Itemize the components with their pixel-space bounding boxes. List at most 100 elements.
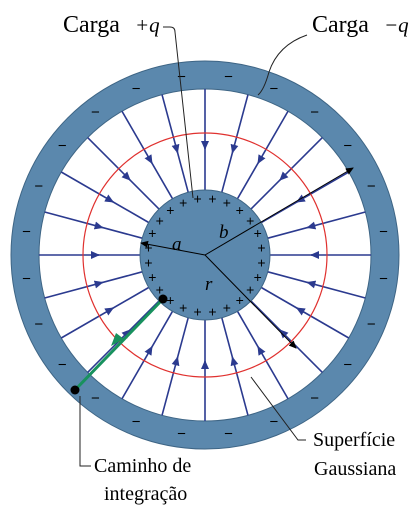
field-line-arrow xyxy=(257,154,266,165)
integration-path xyxy=(73,297,165,392)
outer-conductor xyxy=(11,61,399,449)
field-line-arrow xyxy=(144,345,153,356)
field-line xyxy=(267,211,366,239)
path-leader xyxy=(79,396,91,467)
radius-b-label: b xyxy=(219,222,229,243)
plus-charge: + xyxy=(236,292,244,308)
plus-charge: + xyxy=(254,269,262,285)
field-line xyxy=(44,271,143,299)
field-line xyxy=(87,300,160,373)
field-line xyxy=(221,94,249,193)
field-line xyxy=(221,317,249,416)
gaussian-leader xyxy=(250,376,306,441)
minus-charge: − xyxy=(343,357,352,374)
field-lines xyxy=(39,89,371,421)
plus-charge: + xyxy=(193,190,201,206)
minus-charge: − xyxy=(132,81,141,98)
charge-pos-symbol: +q xyxy=(135,13,160,37)
minus-charge: − xyxy=(22,270,31,287)
plus-charge: + xyxy=(257,240,265,256)
path-start-dot xyxy=(158,294,168,304)
field-line-arrow xyxy=(257,345,266,356)
field-line-arrow xyxy=(279,171,289,181)
field-line xyxy=(121,310,174,400)
minus-charge: − xyxy=(22,224,31,241)
field-line xyxy=(236,310,289,400)
field-line-arrow xyxy=(295,307,306,316)
field-line xyxy=(44,211,143,239)
field-line-arrow xyxy=(230,356,239,367)
field-line xyxy=(260,171,350,224)
plus-charge: + xyxy=(246,212,254,228)
field-line xyxy=(267,271,366,299)
gaussian-label-line1: Superfície xyxy=(313,429,395,451)
plus-charge: + xyxy=(257,254,265,270)
minus-charge: − xyxy=(270,81,279,98)
minus-charge: − xyxy=(91,104,100,121)
plus-charge: + xyxy=(246,282,254,298)
field-line xyxy=(121,110,174,200)
field-line-arrow xyxy=(104,307,115,316)
minus-charge: − xyxy=(310,104,319,121)
plus-charge: + xyxy=(148,269,156,285)
gaussian-surface xyxy=(82,132,328,378)
outer-conductor-outer-edge xyxy=(10,60,400,450)
plus-charge: + xyxy=(156,212,164,228)
minus-charge: − xyxy=(310,390,319,407)
field-line xyxy=(60,171,150,224)
plus-charge: + xyxy=(223,300,231,316)
field-line-arrow xyxy=(306,221,317,230)
field-line xyxy=(87,137,160,210)
field-line xyxy=(250,300,323,373)
field-line-arrow xyxy=(121,171,131,181)
field-line-arrow xyxy=(171,356,180,367)
plus-charge: + xyxy=(166,202,174,218)
gaussian-label-line2: Gaussiana xyxy=(314,458,396,480)
plus-charge: + xyxy=(144,254,152,270)
minus-charge: − xyxy=(379,224,388,241)
field-line-arrow xyxy=(306,280,317,289)
minus-charge: − xyxy=(343,137,352,154)
radius-r-label: r xyxy=(205,274,213,295)
plus-charge: + xyxy=(193,304,201,320)
plus-charge: + xyxy=(179,194,187,210)
field-line-arrow xyxy=(93,280,104,289)
minus-charge: − xyxy=(367,178,376,195)
minus-charge: − xyxy=(379,270,388,287)
field-line-arrow xyxy=(104,194,115,203)
plus-charge: + xyxy=(148,225,156,241)
field-line xyxy=(60,286,150,339)
minus-charge: − xyxy=(224,69,233,86)
minus-charge: − xyxy=(58,357,67,374)
field-line xyxy=(236,110,289,200)
plus-charge: + xyxy=(208,304,216,320)
charge-pos-word: Carga xyxy=(63,12,120,38)
radius-r-line xyxy=(204,254,297,349)
field-line-arrow xyxy=(93,221,104,230)
plus-charge: + xyxy=(144,240,152,256)
field-line xyxy=(260,286,350,339)
path-label-line1: Caminho de xyxy=(94,455,191,477)
plus-charge: + xyxy=(208,190,216,206)
outer-charges: − − − − − − − − − − − − − − − − − − − − − − − − xyxy=(22,69,388,443)
field-line-arrow xyxy=(279,329,289,339)
radius-a-line xyxy=(140,240,206,256)
field-line xyxy=(161,94,189,193)
plus-charge: + xyxy=(156,282,164,298)
minus-charge: − xyxy=(34,178,43,195)
minus-charge: − xyxy=(132,413,141,430)
plus-charge: + xyxy=(254,225,262,241)
path-end-dot xyxy=(70,385,80,395)
minus-charge: − xyxy=(270,413,279,430)
plus-charge: + xyxy=(179,300,187,316)
field-line-arrow xyxy=(230,143,239,154)
path-label-line2: integração xyxy=(104,483,187,505)
minus-charge: − xyxy=(367,316,376,333)
minus-charge: − xyxy=(177,425,186,442)
field-line-arrow xyxy=(295,194,306,203)
minus-charge: − xyxy=(177,69,186,86)
plus-charge: + xyxy=(236,202,244,218)
charge-neg-symbol: −q xyxy=(384,13,409,37)
integration-path-arrow xyxy=(111,333,124,346)
field-line xyxy=(250,137,323,210)
